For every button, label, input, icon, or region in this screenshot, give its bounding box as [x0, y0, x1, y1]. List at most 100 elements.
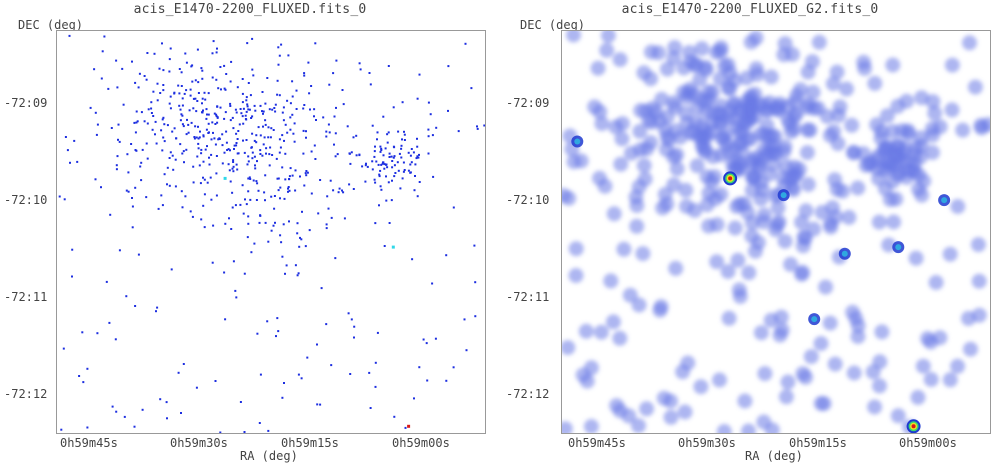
smoothed-blob	[908, 140, 924, 156]
event-point	[445, 379, 448, 382]
event-point	[191, 215, 194, 218]
event-point	[308, 229, 311, 232]
event-point	[371, 124, 374, 127]
event-point	[117, 138, 119, 141]
event-point	[215, 155, 218, 157]
smoothed-blob	[696, 123, 712, 139]
smoothed-blob	[757, 126, 773, 142]
event-point	[273, 195, 276, 197]
event-point	[239, 108, 242, 110]
event-point	[204, 148, 207, 151]
smoothed-blob	[789, 88, 805, 103]
smoothed-blob	[631, 418, 646, 433]
smoothed-blob	[799, 100, 815, 115]
hotspot-point	[407, 424, 411, 428]
event-point	[157, 207, 160, 210]
event-point	[232, 170, 235, 173]
event-point	[196, 155, 199, 158]
event-point	[287, 187, 289, 190]
smoothed-blob	[689, 158, 705, 174]
event-point	[178, 92, 181, 95]
hotspot	[777, 189, 790, 202]
event-point	[186, 118, 188, 121]
event-point	[418, 73, 421, 76]
smoothed-blob	[722, 65, 738, 81]
smoothed-blob	[562, 421, 573, 433]
event-point	[177, 84, 180, 87]
smoothed-blob	[663, 409, 679, 425]
event-point	[110, 127, 113, 129]
event-point	[330, 364, 333, 367]
event-point	[249, 178, 252, 180]
event-point	[283, 197, 286, 200]
event-point	[474, 281, 477, 284]
event-point	[156, 99, 159, 102]
event-point	[152, 90, 155, 93]
event-point	[368, 371, 371, 374]
smoothed-blob	[777, 233, 793, 249]
event-point	[193, 136, 196, 138]
event-point	[401, 101, 404, 104]
event-point	[206, 181, 209, 184]
smoothed-blob	[713, 43, 729, 59]
event-point	[201, 69, 204, 72]
event-point	[361, 165, 364, 168]
smoothed-blob	[568, 241, 584, 257]
event-point	[309, 108, 311, 111]
event-point	[403, 133, 406, 136]
event-point	[333, 143, 335, 146]
event-point	[259, 104, 262, 107]
smoothed-blob	[720, 264, 736, 279]
event-point	[194, 125, 197, 128]
event-point	[320, 287, 323, 290]
event-point	[168, 102, 171, 105]
event-point	[229, 102, 232, 105]
event-point	[159, 92, 162, 94]
event-point	[125, 295, 128, 298]
chart-title: acis_E1470-2200_FLUXED.fits_0	[133, 2, 367, 17]
plot-area[interactable]	[561, 30, 991, 434]
hotspot	[938, 194, 951, 207]
smoothed-blob	[818, 279, 834, 295]
event-point	[141, 148, 144, 151]
event-point	[277, 330, 280, 333]
event-point	[208, 156, 210, 159]
smoothed-blob	[651, 45, 666, 61]
event-point	[255, 141, 258, 144]
event-point	[330, 216, 333, 219]
event-point	[116, 86, 119, 89]
event-point	[385, 199, 388, 202]
smoothed-blob	[623, 145, 639, 161]
event-point	[200, 67, 203, 70]
x-axis-label: RA (deg)	[745, 449, 803, 463]
smoothed-blob	[857, 60, 873, 76]
event-point	[383, 167, 386, 170]
event-point	[348, 152, 351, 155]
event-point	[207, 113, 210, 116]
event-point	[134, 186, 137, 189]
event-point	[278, 151, 281, 154]
smoothed-blob	[881, 237, 897, 253]
event-point	[416, 145, 419, 148]
event-point	[203, 226, 206, 229]
event-point	[190, 121, 193, 124]
event-point	[334, 257, 337, 260]
event-point	[242, 107, 245, 110]
smoothed-blob	[846, 365, 862, 381]
smoothed-blob	[621, 408, 637, 424]
smoothed-blob	[605, 314, 621, 330]
plot-area[interactable]	[56, 30, 486, 434]
event-point	[286, 99, 289, 102]
event-point	[134, 131, 137, 134]
event-point	[393, 155, 396, 158]
event-point	[217, 87, 220, 90]
event-point	[134, 305, 137, 307]
event-point	[95, 133, 98, 136]
event-point	[223, 151, 226, 154]
event-point	[151, 128, 154, 131]
hotspot	[906, 419, 921, 433]
event-point	[180, 71, 183, 74]
smoothed-blob	[794, 266, 810, 282]
event-point	[304, 245, 307, 248]
event-point	[189, 210, 192, 213]
